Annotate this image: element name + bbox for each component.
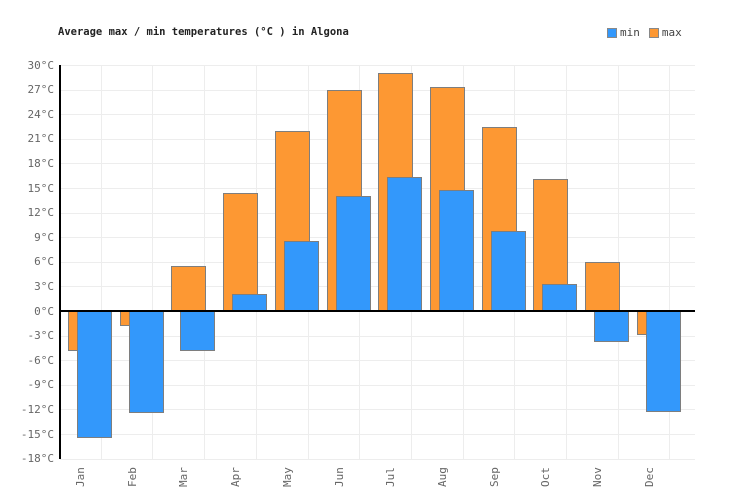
y-tick-label: -9°C — [27, 378, 55, 392]
v-gridline — [100, 65, 102, 459]
x-tick-label: Apr — [229, 467, 243, 487]
h-gridline — [60, 458, 695, 460]
h-gridline — [60, 237, 695, 239]
y-tick-label: -3°C — [27, 329, 55, 343]
bar-min-Dec — [645, 311, 681, 412]
v-gridline — [204, 65, 206, 459]
y-axis-line — [59, 65, 61, 459]
x-tick-label: Sep — [487, 467, 501, 487]
y-tick-label: 12°C — [27, 206, 55, 220]
h-gridline — [60, 360, 695, 362]
bar-max-Mar — [171, 265, 207, 311]
x-tick-label: Mar — [177, 467, 191, 487]
bar-max-Nov — [585, 261, 620, 311]
v-gridline — [669, 65, 671, 459]
y-tick-label: 6°C — [34, 255, 54, 269]
h-gridline — [60, 114, 695, 116]
bar-min-Apr — [232, 293, 268, 311]
bar-min-Sep — [490, 230, 526, 311]
y-tick-label: -12°C — [20, 402, 54, 416]
x-tick-label: Jan — [74, 467, 87, 487]
bar-max-Apr — [223, 192, 259, 311]
x-tick-label: Jul — [384, 467, 398, 487]
h-gridline — [60, 384, 695, 386]
bar-min-Jul — [387, 176, 423, 311]
h-gridline — [60, 65, 695, 66]
y-tick-label: -15°C — [20, 427, 54, 441]
y-tick-label: 27°C — [27, 83, 55, 97]
y-tick-label: 21°C — [27, 132, 55, 146]
legend-label-max: max — [661, 26, 682, 39]
v-gridline — [152, 65, 154, 459]
y-tick-label: 24°C — [27, 107, 55, 121]
h-gridline — [60, 89, 695, 91]
legend-label-min: min — [620, 26, 640, 39]
bar-min-Aug — [438, 190, 474, 311]
min-series-swatch-icon — [607, 27, 617, 38]
x-tick-label: May — [280, 467, 294, 487]
x-tick-label: Aug — [435, 467, 449, 487]
h-gridline — [60, 261, 695, 263]
x-tick-label: Feb — [125, 467, 139, 487]
h-gridline — [60, 434, 695, 435]
bar-min-Feb — [128, 311, 164, 413]
x-tick-label: Nov — [591, 467, 604, 487]
bar-min-Nov — [594, 311, 629, 343]
h-gridline — [60, 163, 695, 165]
h-gridline — [60, 335, 695, 337]
bar-min-Jan — [77, 311, 112, 439]
chart-title: Average max / min temperatures (°C ) in … — [58, 26, 349, 38]
h-gridline — [60, 138, 695, 140]
bar-min-Mar — [180, 311, 216, 352]
y-tick-label: 3°C — [34, 279, 54, 293]
y-tick-label: 9°C — [34, 230, 54, 244]
y-tick-label: 15°C — [27, 181, 55, 195]
y-tick-label: 30°C — [27, 58, 55, 72]
h-gridline — [60, 409, 695, 411]
zero-axis-line — [60, 310, 695, 312]
y-tick-label: -6°C — [27, 353, 55, 367]
h-gridline — [60, 286, 695, 288]
y-tick-label: 0°C — [34, 304, 54, 318]
bar-min-Jun — [335, 196, 371, 311]
y-tick-label: -18°C — [20, 452, 54, 466]
y-tick-label: 18°C — [27, 156, 55, 170]
h-gridline — [60, 212, 695, 214]
max-series-swatch-icon — [648, 27, 659, 38]
bar-min-Oct — [542, 283, 578, 311]
x-tick-label: Jun — [332, 467, 346, 487]
x-tick-label: Oct — [539, 467, 553, 487]
h-gridline — [60, 188, 695, 189]
legend-item-max: max — [648, 26, 682, 39]
x-tick-label: Dec — [642, 467, 656, 487]
legend-item-min: min — [607, 26, 640, 39]
bar-min-May — [283, 241, 319, 311]
chart-legend: min max — [607, 26, 682, 39]
